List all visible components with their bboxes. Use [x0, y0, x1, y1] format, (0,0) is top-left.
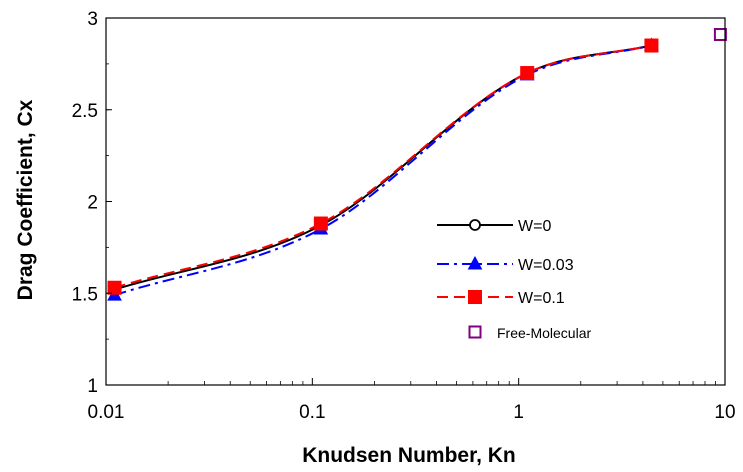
plot-area	[107, 28, 727, 301]
y-axis-title: Drag Coefficient, Cx	[14, 99, 37, 300]
legend-label-3: Free-Molecular	[497, 325, 591, 341]
plot-frame	[105, 17, 726, 386]
legend-marker-3	[468, 325, 482, 339]
legend-label-0: W=0	[518, 218, 551, 235]
series-line-1	[114, 44, 652, 297]
legend-marker-1	[467, 255, 483, 270]
legend-marker-2	[468, 290, 482, 304]
series-line-0	[114, 44, 652, 291]
data-point-3	[713, 28, 727, 42]
x-tick-label: 0.1	[299, 402, 325, 423]
x-tick-label: 1	[513, 402, 524, 423]
y-tick-label: 3	[87, 9, 98, 30]
legend-label-2: W=0.1	[518, 290, 565, 307]
legend-label-1: W=0.03	[518, 257, 574, 274]
y-tick-label: 1	[87, 376, 98, 397]
data-point-2	[313, 216, 328, 231]
y-tick-label: 2.5	[72, 101, 98, 122]
series-line-2	[114, 44, 652, 289]
y-tick-label: 1.5	[72, 284, 98, 305]
y-tick-label: 2	[87, 193, 98, 214]
axes: 1 1.5 2 2.5 3 0.01 0.1 1 10	[72, 9, 736, 423]
legend-marker-0	[469, 219, 481, 231]
x-tick-label: 0.01	[88, 402, 125, 423]
x-axis-title: Knudsen Number, Kn	[302, 444, 516, 467]
legend: W=0 W=0.03 W=0.1 Free-Molecular	[437, 218, 591, 341]
data-point-2	[107, 280, 122, 295]
data-point-2	[644, 38, 659, 53]
data-point-2	[520, 66, 535, 81]
x-tick-label: 10	[714, 402, 735, 423]
